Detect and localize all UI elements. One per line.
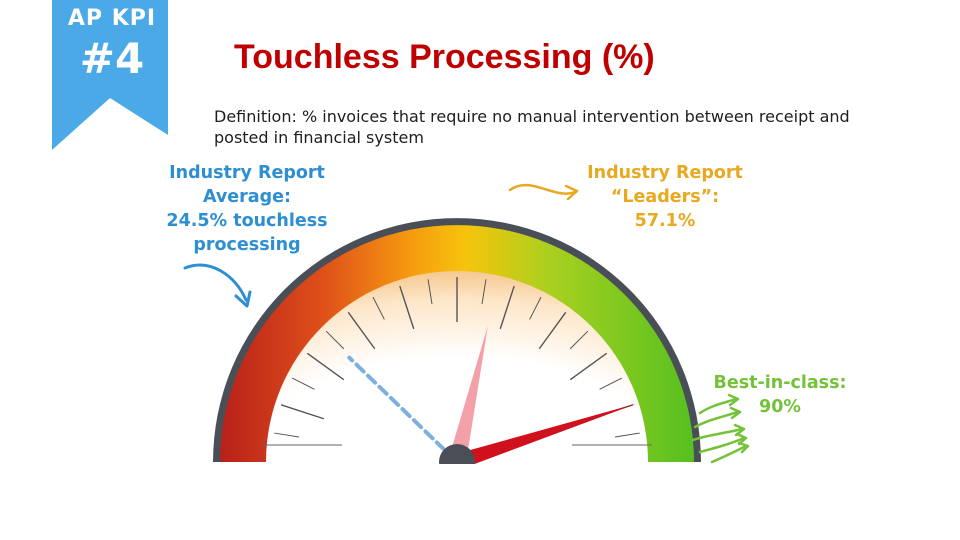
gauge-tick: [481, 279, 487, 305]
callout-industry-average: Industry Report Average: 24.5% touchless…: [152, 161, 342, 257]
callout-line: 90%: [759, 397, 801, 417]
gauge-tick: [347, 311, 376, 350]
gauge-tick: [291, 377, 315, 390]
average-indicator-dashed-line: [347, 355, 447, 452]
gauge-tick: [569, 352, 608, 381]
gauge-tick: [427, 279, 433, 305]
callout-line: processing: [193, 235, 301, 255]
gauge-tick: [399, 285, 415, 330]
average-arrow-icon: [183, 263, 248, 302]
gauge-face: [266, 271, 648, 462]
gauge-needle-leaders: [448, 325, 488, 464]
gauge-body: [200, 218, 720, 484]
ap-kpi-badge: AP KPI #4: [0, 0, 184, 160]
badge-number: #4: [79, 34, 145, 83]
average-arrowhead-icon: [234, 290, 252, 308]
page-title: Touchless Processing (%): [234, 38, 655, 76]
callout-best-in-class: Best-in-class: 90%: [700, 371, 860, 419]
gauge-tick: [599, 377, 623, 390]
leaders-arrowhead-icon: [564, 184, 579, 201]
gauge-tick: [280, 404, 325, 420]
best-in-class-arrows-icon: [691, 393, 750, 464]
callout-line: Industry Report: [169, 163, 325, 183]
gauge-tick: [614, 432, 640, 438]
kpi-definition: Definition: % invoices that require no m…: [214, 107, 850, 147]
callout-line: “Leaders”:: [610, 187, 720, 207]
callout-industry-leaders: Industry Report “Leaders”: 57.1%: [570, 161, 760, 233]
gauge-tick: [325, 330, 345, 350]
callout-line: 24.5% touchless: [166, 211, 328, 231]
badge-label: AP KPI: [67, 6, 157, 31]
callout-line: Average:: [202, 187, 292, 207]
gauge-tick: [306, 352, 345, 381]
gauge-pointer-best-in-class: [454, 403, 638, 470]
gauge-tick: [372, 296, 385, 320]
callout-line: Industry Report: [587, 163, 743, 183]
callout-arrows: [183, 183, 750, 464]
gauge-tick: [529, 296, 542, 320]
gauge-base: [200, 464, 720, 484]
gauge-tick: [274, 432, 300, 438]
gauge-tick: [499, 285, 515, 330]
gauge-tick: [569, 330, 589, 350]
leaders-arrow-icon: [508, 183, 577, 195]
badge-ribbon-shape: [52, 0, 168, 150]
callout-line: 57.1%: [634, 211, 696, 231]
gauge-tick: [538, 311, 567, 350]
callout-line: Best-in-class:: [713, 373, 847, 393]
